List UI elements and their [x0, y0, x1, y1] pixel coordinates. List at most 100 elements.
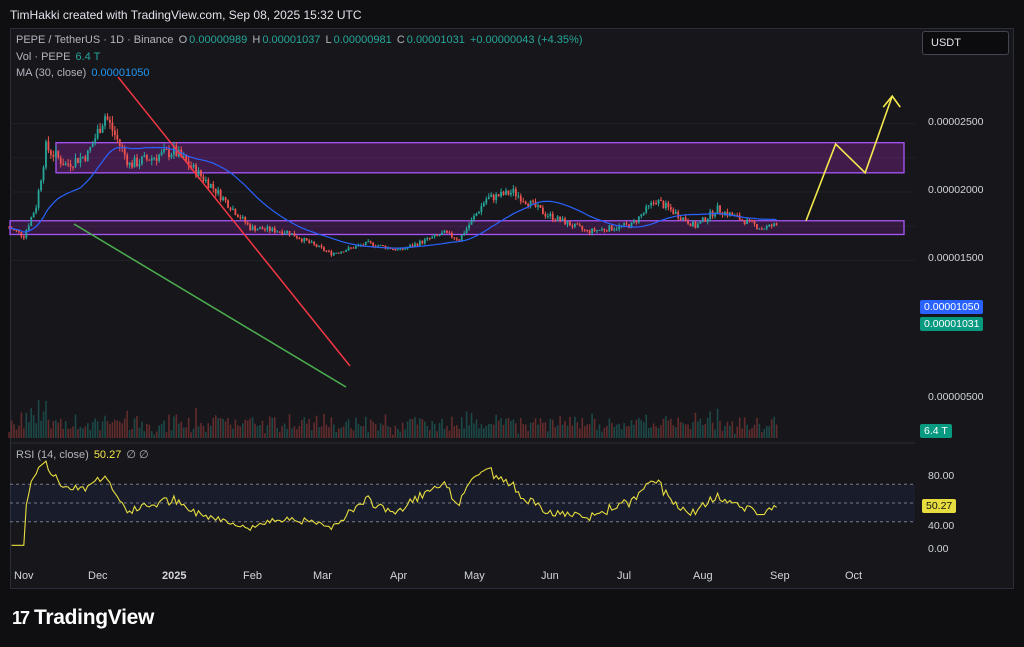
attribution: TimHakki created with TradingView.com, S… [10, 8, 362, 22]
volume-bar [655, 426, 657, 438]
volume-bar [729, 425, 731, 438]
candle [264, 227, 266, 232]
volume-bar [207, 423, 210, 438]
volume-bar [731, 421, 734, 438]
volume-bar [529, 422, 532, 438]
candle [30, 216, 33, 227]
candle [367, 239, 370, 243]
candle [276, 229, 279, 233]
candle [345, 249, 347, 253]
volume-bar [55, 420, 57, 438]
volume-bar [131, 429, 133, 438]
candle [438, 234, 441, 237]
volume-bar [475, 419, 478, 438]
volume-bar [517, 433, 520, 438]
volume-bar [84, 426, 87, 438]
volume-bar [82, 428, 84, 438]
volume-bar [89, 429, 92, 438]
candle [684, 214, 687, 222]
volume-bar [662, 418, 665, 438]
volume-bar [148, 424, 151, 438]
volume-bar [512, 419, 515, 438]
brand-logo[interactable]: 17 TradingView [12, 606, 154, 630]
volume-bar [647, 427, 650, 438]
candle [460, 234, 463, 241]
volume-bar [613, 426, 616, 438]
candle [721, 211, 724, 218]
candle [305, 238, 308, 241]
volume-bar [251, 417, 254, 438]
volume-bar [101, 421, 104, 438]
volume-bar [214, 415, 217, 438]
volume-bar [741, 428, 743, 438]
volume-bar [27, 422, 30, 438]
volume-bar [141, 421, 143, 438]
volume-bar [443, 428, 446, 438]
volume-bar [657, 427, 660, 438]
volume-bar [768, 426, 771, 438]
candle [163, 143, 165, 154]
volume-bar [480, 424, 483, 438]
candle [625, 221, 628, 226]
volume-bar [697, 421, 699, 438]
volume-bar [396, 428, 399, 438]
volume-bar [579, 428, 581, 438]
volume-bar [382, 424, 384, 438]
volume-bar [259, 424, 261, 438]
volume-bar [246, 420, 249, 438]
candle [45, 139, 47, 170]
currency-button[interactable]: USDT [922, 31, 1009, 55]
candle [273, 225, 276, 234]
candle [443, 230, 446, 234]
candle [94, 133, 97, 146]
candle [391, 248, 394, 251]
volume-bar [305, 423, 308, 438]
candle [495, 192, 498, 204]
volume-bar [273, 417, 276, 438]
candle [313, 241, 316, 246]
candle [52, 150, 55, 162]
volume-bar [269, 416, 271, 438]
candle [217, 186, 220, 196]
chart-panel[interactable] [10, 28, 1014, 589]
candle [414, 241, 416, 247]
time-tick: Nov [14, 570, 34, 582]
candle [347, 245, 350, 251]
volume-bar [67, 428, 69, 438]
candle [667, 200, 670, 211]
volume-bar [539, 418, 542, 438]
volume-bar [266, 425, 269, 438]
volume-bar [409, 418, 411, 438]
volume-bar [414, 417, 416, 438]
brand-name: TradingView [34, 606, 155, 629]
candle [126, 152, 129, 168]
candle [428, 237, 431, 241]
volume-bar [556, 425, 559, 438]
candle [355, 244, 357, 249]
candle [527, 202, 530, 209]
volume-bar [114, 419, 116, 438]
volume-bar [136, 415, 138, 438]
volume-bar [667, 420, 670, 438]
rsi-badge: 50.27 [922, 499, 957, 513]
volume-bar [32, 415, 35, 438]
volume-bar [224, 421, 227, 438]
volume-bar [441, 418, 443, 438]
candle [212, 180, 215, 193]
volume-bar [109, 424, 111, 438]
volume-bar [357, 423, 360, 438]
volume-bar [45, 400, 47, 438]
volume-bar [561, 424, 564, 438]
volume-bar [532, 422, 534, 438]
volume-bar [244, 419, 247, 438]
candle [195, 162, 197, 179]
candle [500, 188, 502, 198]
volume-bar [328, 427, 330, 438]
candle [603, 228, 606, 233]
candle [27, 223, 30, 232]
candle [47, 136, 50, 154]
volume-bar [52, 421, 55, 438]
candle [64, 161, 67, 166]
volume-bar [753, 424, 756, 438]
